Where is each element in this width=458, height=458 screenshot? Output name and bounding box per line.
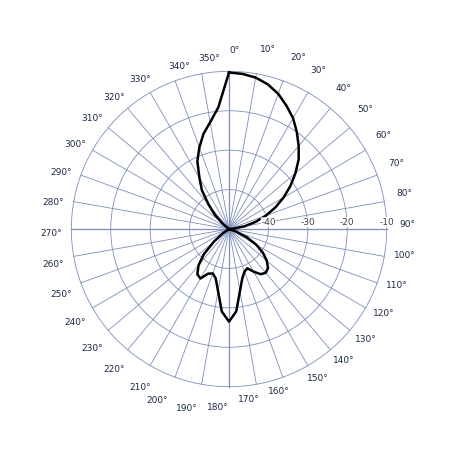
Text: 130°: 130° (354, 334, 376, 344)
Text: 170°: 170° (238, 395, 260, 404)
Text: 210°: 210° (129, 383, 151, 393)
Text: 10°: 10° (260, 44, 276, 54)
Text: 330°: 330° (129, 75, 151, 84)
Text: 60°: 60° (375, 131, 391, 140)
Text: 190°: 190° (176, 404, 198, 414)
Text: 30°: 30° (310, 65, 326, 75)
Text: 50°: 50° (358, 105, 373, 114)
Text: 100°: 100° (393, 251, 415, 260)
Text: 90°: 90° (399, 220, 415, 229)
Text: -10: -10 (379, 218, 394, 227)
Text: 70°: 70° (388, 159, 404, 168)
Text: 320°: 320° (104, 93, 125, 102)
Text: -30: -30 (300, 218, 315, 227)
Text: 20°: 20° (290, 53, 306, 61)
Text: 230°: 230° (82, 344, 104, 353)
Text: 350°: 350° (198, 54, 220, 63)
Text: 220°: 220° (104, 365, 125, 375)
Text: 120°: 120° (372, 309, 394, 318)
Text: 340°: 340° (168, 61, 190, 71)
Text: 280°: 280° (43, 198, 65, 207)
Text: 0°: 0° (229, 46, 239, 55)
Text: -40: -40 (261, 218, 276, 227)
Text: 240°: 240° (64, 318, 86, 327)
Text: 160°: 160° (268, 387, 290, 397)
Text: 110°: 110° (386, 281, 407, 290)
Text: 200°: 200° (147, 397, 168, 405)
Text: 180°: 180° (207, 403, 229, 412)
Text: 150°: 150° (307, 374, 329, 383)
Text: 140°: 140° (333, 356, 354, 365)
Text: 310°: 310° (82, 114, 104, 124)
Text: 40°: 40° (336, 83, 351, 93)
Text: 270°: 270° (40, 229, 62, 238)
Text: 290°: 290° (51, 168, 72, 177)
Text: 260°: 260° (43, 260, 65, 269)
Text: 80°: 80° (397, 189, 413, 198)
Text: 250°: 250° (51, 290, 72, 299)
Text: -20: -20 (340, 218, 354, 227)
Text: 300°: 300° (64, 140, 86, 149)
